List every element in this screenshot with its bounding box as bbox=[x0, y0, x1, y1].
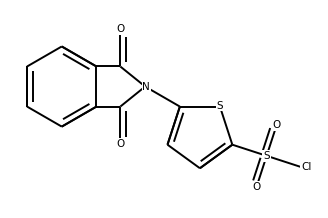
Text: S: S bbox=[216, 100, 223, 111]
Text: O: O bbox=[253, 182, 261, 192]
Text: N: N bbox=[142, 82, 150, 92]
Text: O: O bbox=[116, 24, 124, 34]
Text: O: O bbox=[272, 120, 280, 130]
Text: Cl: Cl bbox=[301, 162, 311, 172]
Text: O: O bbox=[116, 139, 124, 149]
Text: S: S bbox=[263, 151, 270, 161]
